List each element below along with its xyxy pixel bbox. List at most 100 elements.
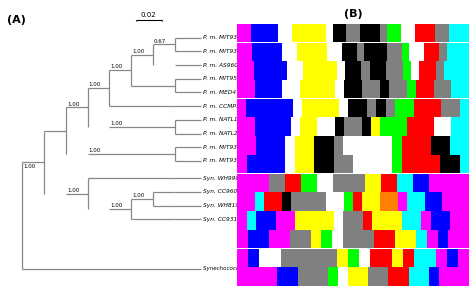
Bar [346, 24, 360, 42]
Bar [447, 249, 458, 267]
Text: P. m. MED4: P. m. MED4 [203, 90, 236, 95]
Bar [424, 43, 439, 61]
Bar [314, 155, 334, 173]
Bar [281, 249, 337, 267]
Bar [362, 117, 371, 136]
Bar [311, 230, 321, 248]
Bar [395, 99, 413, 117]
Bar [335, 117, 344, 136]
Bar [460, 155, 469, 173]
Bar [367, 99, 376, 117]
Bar [298, 267, 328, 286]
Bar [342, 43, 357, 61]
Bar [380, 117, 407, 136]
Bar [360, 24, 381, 42]
Bar [386, 61, 403, 80]
Text: 1.00: 1.00 [23, 164, 36, 169]
Text: 1.00: 1.00 [110, 203, 123, 208]
Bar [237, 267, 277, 286]
Bar [359, 249, 370, 267]
Bar [436, 61, 444, 80]
Bar [403, 61, 411, 80]
Bar [237, 193, 255, 211]
Bar [401, 136, 430, 155]
Bar [389, 80, 407, 98]
Bar [438, 230, 448, 248]
Bar [460, 99, 469, 117]
Text: P. m. MIT9312: P. m. MIT9312 [203, 35, 245, 40]
Bar [368, 267, 389, 286]
Bar [255, 80, 282, 98]
Bar [436, 249, 447, 267]
Bar [380, 193, 398, 211]
Bar [419, 61, 436, 80]
Bar [387, 43, 402, 61]
Text: 1.00: 1.00 [67, 188, 79, 193]
Bar [300, 80, 335, 98]
Bar [401, 211, 421, 229]
Bar [347, 249, 359, 267]
Bar [344, 211, 363, 229]
Bar [295, 136, 314, 155]
Bar [334, 155, 353, 173]
Bar [255, 193, 264, 211]
Bar [401, 24, 415, 42]
Text: 1.00: 1.00 [132, 193, 145, 198]
Bar [254, 61, 287, 80]
Bar [395, 230, 417, 248]
Bar [237, 249, 248, 267]
Bar [326, 193, 344, 211]
Bar [363, 211, 373, 229]
Bar [291, 117, 300, 136]
Bar [451, 80, 469, 98]
Bar [334, 211, 344, 229]
Bar [314, 136, 334, 155]
Bar [282, 193, 291, 211]
Text: 1.00: 1.00 [89, 148, 101, 153]
Text: 1.00: 1.00 [89, 82, 101, 87]
Bar [409, 267, 429, 286]
Bar [441, 99, 460, 117]
Bar [343, 230, 374, 248]
Bar [386, 99, 395, 117]
Bar [321, 230, 332, 248]
Bar [326, 24, 333, 42]
Bar [413, 99, 441, 117]
Bar [458, 249, 469, 267]
Bar [389, 267, 409, 286]
Bar [413, 174, 429, 192]
Bar [269, 230, 290, 248]
Bar [282, 80, 300, 98]
Bar [237, 155, 246, 173]
Bar [237, 24, 251, 42]
Bar [450, 211, 469, 229]
Bar [451, 117, 469, 136]
Bar [407, 117, 434, 136]
Bar [430, 211, 450, 229]
Bar [444, 61, 469, 80]
Text: P. m. MIT9301: P. m. MIT9301 [203, 49, 245, 54]
Bar [337, 249, 347, 267]
Bar [348, 99, 367, 117]
Bar [421, 211, 430, 229]
Text: Syn. CC9311*: Syn. CC9311* [203, 217, 244, 222]
Bar [285, 155, 295, 173]
Bar [380, 80, 389, 98]
Text: P. m. CCMP1375: P. m. CCMP1375 [203, 104, 251, 109]
Bar [344, 136, 392, 155]
Bar [292, 24, 326, 42]
Bar [251, 24, 278, 42]
Bar [374, 230, 395, 248]
Bar [381, 174, 397, 192]
Bar [434, 117, 451, 136]
Text: P. m. MIT9303: P. m. MIT9303 [203, 145, 245, 150]
Bar [237, 43, 252, 61]
Bar [278, 24, 292, 42]
Bar [392, 136, 401, 155]
Text: Synechococcus elongatus PCC6301: Synechococcus elongatus PCC6301 [203, 266, 301, 271]
Bar [332, 230, 343, 248]
Bar [252, 43, 282, 61]
Bar [237, 174, 269, 192]
Bar [285, 174, 301, 192]
Bar [362, 193, 380, 211]
